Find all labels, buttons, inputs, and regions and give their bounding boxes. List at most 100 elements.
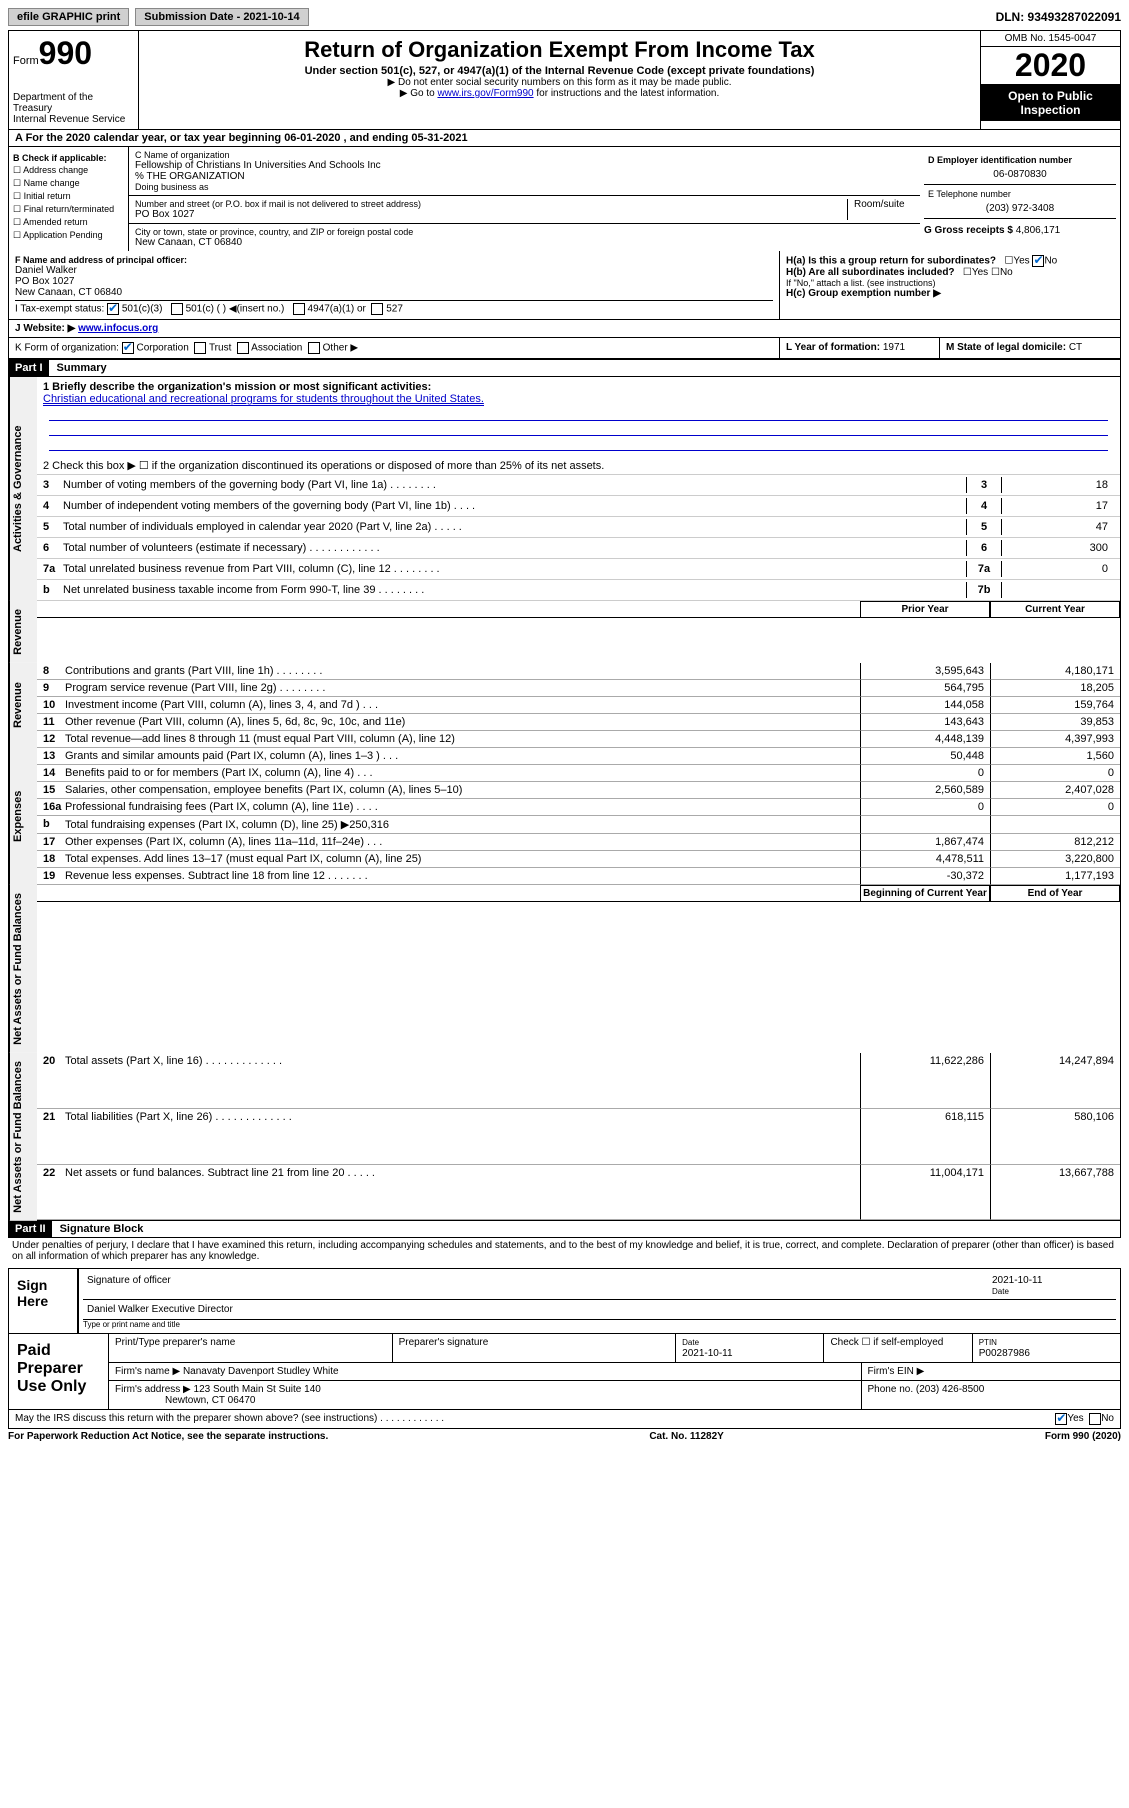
ha-no-cb[interactable] — [1032, 255, 1044, 267]
revenue-section: Revenue Prior Year Current Year — [8, 601, 1121, 663]
other: Other ▶ — [323, 343, 358, 354]
part1-title: Summary — [49, 360, 115, 376]
current-val: 14,247,894 — [990, 1053, 1120, 1109]
cb-pending[interactable]: ☐ Application Pending — [13, 230, 124, 241]
efile-btn[interactable]: efile GRAPHIC print — [8, 8, 129, 26]
dept: Department of the Treasury Internal Reve… — [13, 92, 134, 125]
blank3 — [49, 438, 1108, 451]
current-val: 3,220,800 — [990, 851, 1120, 868]
cb-527[interactable] — [371, 303, 383, 315]
cb-501c[interactable] — [171, 303, 183, 315]
table-row: 18Total expenses. Add lines 13–17 (must … — [37, 851, 860, 868]
mission-text[interactable]: Christian educational and recreational p… — [43, 393, 484, 406]
date-label: Date — [992, 1287, 1009, 1296]
amended: Amended return — [23, 217, 88, 227]
cb-address[interactable]: ☐ Address change — [13, 165, 124, 176]
table-row: 8Contributions and grants (Part VIII, li… — [37, 663, 860, 680]
4947: 4947(a)(1) or — [308, 304, 366, 315]
self-emp[interactable]: Check ☐ if self-employed — [824, 1334, 972, 1362]
prior-val: 3,595,643 — [860, 663, 990, 680]
hb-yes[interactable]: Yes — [972, 267, 988, 278]
prep-sig-label: Preparer's signature — [393, 1334, 677, 1362]
table-row: 16aProfessional fundraising fees (Part I… — [37, 799, 860, 816]
inst2-pre: ▶ Go to — [400, 88, 438, 99]
sign-here: Sign Here — [9, 1269, 79, 1333]
footer-left: For Paperwork Reduction Act Notice, see … — [8, 1431, 328, 1442]
501c3: 501(c)(3) — [122, 304, 163, 315]
inst2: ▶ Go to www.irs.gov/Form990 for instruct… — [143, 88, 976, 99]
g-label: G Gross receipts $ — [924, 225, 1013, 236]
row-a: A For the 2020 calendar year, or tax yea… — [8, 130, 1121, 147]
nab-label: Net Assets or Fund Balances — [9, 885, 37, 1053]
irs-link[interactable]: www.irs.gov/Form990 — [437, 88, 533, 99]
addr-change: Address change — [23, 165, 88, 175]
q1-label: 1 Briefly describe the organization's mi… — [43, 381, 431, 393]
firm-name-label: Firm's name ▶ — [115, 1366, 180, 1377]
end-year-header: End of Year — [990, 885, 1120, 902]
form-990: 990 — [39, 35, 92, 71]
website-link[interactable]: www.infocus.org — [78, 323, 158, 334]
cb-initial[interactable]: ☐ Initial return — [13, 191, 124, 202]
527: 527 — [386, 304, 403, 315]
table-row: 5Total number of individuals employed in… — [37, 517, 1120, 538]
prep-name-label: Print/Type preparer's name — [109, 1334, 393, 1362]
form-title: Return of Organization Exempt From Incom… — [143, 37, 976, 63]
current-val: 580,106 — [990, 1109, 1120, 1165]
blank2 — [49, 423, 1108, 436]
e-label: E Telephone number — [928, 189, 1112, 199]
discuss-yes-cb[interactable] — [1055, 1413, 1067, 1425]
gov-label: Activities & Governance — [9, 377, 37, 601]
cb-trust[interactable] — [194, 342, 206, 354]
officer-name: Daniel Walker — [15, 265, 773, 276]
trust: Trust — [209, 343, 231, 354]
inst1: ▶ Do not enter social security numbers o… — [143, 77, 976, 88]
table-row: 22Net assets or fund balances. Subtract … — [37, 1165, 860, 1221]
cb-assoc[interactable] — [237, 342, 249, 354]
submission-btn[interactable]: Submission Date - 2021-10-14 — [135, 8, 308, 26]
footer-right: Form 990 (2020) — [1045, 1431, 1121, 1442]
cb-name[interactable]: ☐ Name change — [13, 178, 124, 189]
current-year-header: Current Year — [990, 601, 1120, 618]
dln: DLN: 93493287022091 — [996, 10, 1121, 24]
cb-4947[interactable] — [293, 303, 305, 315]
prep-date: 2021-10-11 — [682, 1348, 732, 1359]
mission: 1 Briefly describe the organization's mi… — [37, 377, 1120, 457]
table-row: bNet unrelated business taxable income f… — [37, 580, 1120, 601]
tax-label: I Tax-exempt status: — [15, 304, 104, 315]
gross-receipts: 4,806,171 — [1016, 225, 1061, 236]
hb-no[interactable]: No — [1000, 267, 1013, 278]
cb-corp[interactable] — [122, 342, 134, 354]
org-name: Fellowship of Christians In Universities… — [135, 160, 914, 171]
rev-label: Revenue — [9, 601, 37, 663]
website-row: J Website: ▶ www.infocus.org — [8, 320, 1121, 338]
footer-center: Cat. No. 11282Y — [649, 1431, 723, 1442]
discuss-no-cb[interactable] — [1089, 1413, 1101, 1425]
cb-other[interactable] — [308, 342, 320, 354]
prior-year-header: Prior Year — [860, 601, 990, 618]
prior-val: 1,867,474 — [860, 834, 990, 851]
netassets-body: Net Assets or Fund Balances20Total asset… — [8, 1053, 1121, 1221]
part1-label: Part I — [9, 360, 49, 376]
ptin: P00287986 — [979, 1348, 1030, 1359]
final: Final return/terminated — [24, 204, 115, 214]
j-label: J Website: ▶ — [15, 323, 75, 334]
prior-val: 0 — [860, 765, 990, 782]
q2: 2 Check this box ▶ ☐ if the organization… — [43, 459, 604, 472]
ha-yes[interactable]: Yes — [1013, 256, 1029, 267]
table-row: 4Number of independent voting members of… — [37, 496, 1120, 517]
table-row: 7aTotal unrelated business revenue from … — [37, 559, 1120, 580]
table-row: 3Number of voting members of the governi… — [37, 475, 1120, 496]
cb-amended[interactable]: ☐ Amended return — [13, 217, 124, 228]
cb-final[interactable]: ☐ Final return/terminated — [13, 204, 124, 215]
identity-grid: B Check if applicable: ☐ Address change … — [8, 147, 1121, 251]
table-row: 17Other expenses (Part IX, column (A), l… — [37, 834, 860, 851]
officer-print: Daniel Walker Executive Director — [87, 1304, 233, 1315]
prior-val: 2,560,589 — [860, 782, 990, 799]
expenses-body: Expenses13Grants and similar amounts pai… — [8, 748, 1121, 885]
part1-header: Part I Summary — [8, 359, 1121, 377]
prior-val: 11,622,286 — [860, 1053, 990, 1109]
year-formed: 1971 — [883, 342, 905, 353]
cb-501c3[interactable] — [107, 303, 119, 315]
city-label: City or town, state or province, country… — [135, 227, 914, 237]
part2-header: Part II Signature Block — [8, 1220, 1121, 1238]
